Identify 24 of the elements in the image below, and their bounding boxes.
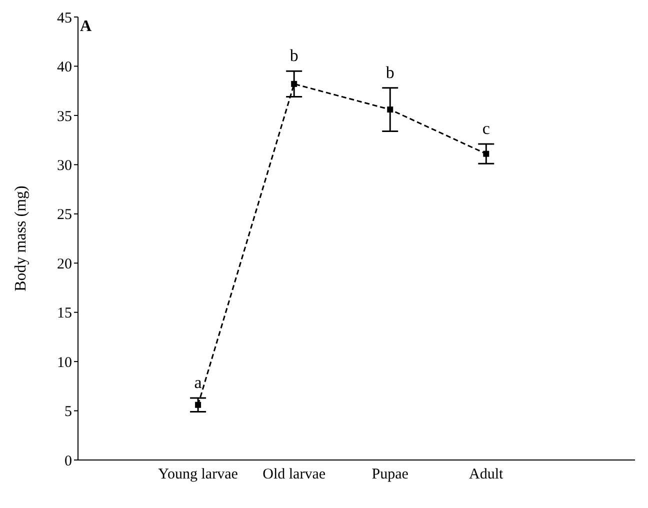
y-tick-label: 25: [57, 207, 72, 224]
y-tick-label: 30: [57, 158, 72, 174]
annotation: a: [194, 372, 202, 392]
x-tick-label: Pupae: [372, 466, 409, 483]
y-tick-label: 0: [64, 453, 72, 470]
y-tick-label: 5: [64, 404, 72, 420]
y-axis-title: Body mass (mg): [12, 186, 30, 292]
y-tick-label: 15: [57, 306, 72, 322]
x-tick-label: Adult: [469, 466, 504, 483]
x-tick-label: Old larvae: [262, 466, 326, 483]
point: [291, 80, 298, 87]
y-tick-label: 40: [57, 60, 72, 76]
annotation: b: [386, 62, 394, 82]
annotation: b: [290, 46, 298, 66]
y-tick-label: 35: [57, 108, 72, 125]
y-tick-label: 20: [57, 256, 72, 272]
point: [483, 150, 490, 157]
y-tick-label: 45: [57, 10, 72, 26]
text: A: [80, 18, 92, 36]
x-tick-label: Young larvae: [158, 466, 238, 483]
point: [195, 402, 202, 408]
annotation: c: [482, 118, 490, 138]
y-tick-label: 10: [57, 354, 72, 371]
point: [387, 106, 394, 113]
